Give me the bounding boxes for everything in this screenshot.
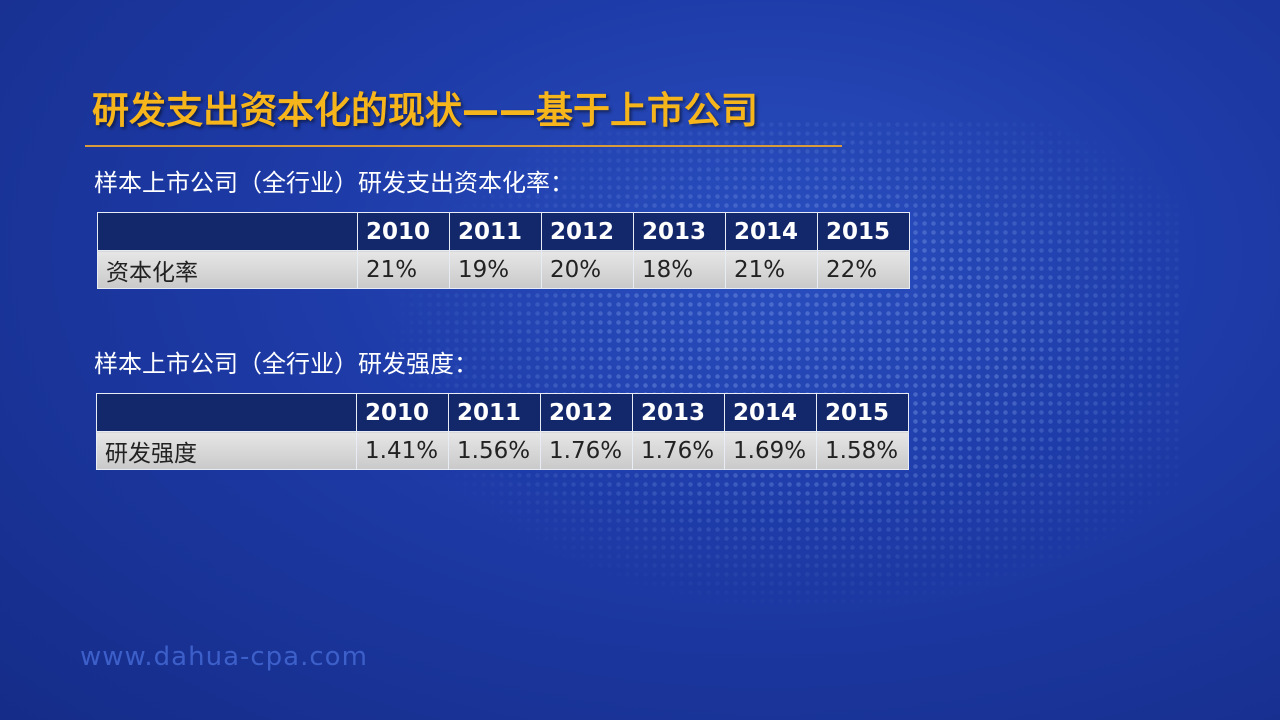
data-cell: 22% xyxy=(817,250,910,289)
header-cell: 2011 xyxy=(449,212,542,251)
header-cell: 2010 xyxy=(356,393,449,432)
world-map-dots xyxy=(380,120,1180,620)
header-cell: 2012 xyxy=(541,212,634,251)
data-cell: 1.56% xyxy=(448,431,541,470)
title-rule xyxy=(85,145,842,147)
data-cell: 1.41% xyxy=(356,431,449,470)
data-row: 研发强度 1.41% 1.56% 1.76% 1.76% 1.69% 1.58% xyxy=(96,431,909,470)
header-cell: 2014 xyxy=(725,212,818,251)
header-corner xyxy=(96,393,357,432)
data-cell: 1.58% xyxy=(816,431,909,470)
row-label: 资本化率 xyxy=(97,250,358,289)
data-cell: 1.76% xyxy=(540,431,633,470)
data-cell: 19% xyxy=(449,250,542,289)
data-cell: 18% xyxy=(633,250,726,289)
slide-title: 研发支出资本化的现状——基于上市公司 xyxy=(92,89,758,132)
header-cell: 2015 xyxy=(816,393,909,432)
row-label: 研发强度 xyxy=(96,431,357,470)
data-table: 2010 2011 2012 2013 2014 2015 资本化率 21% 19% 20% 18%… xyxy=(97,212,910,289)
header-cell: 2014 xyxy=(724,393,817,432)
table-caption: 样本上市公司（全行业）研发强度： xyxy=(94,350,478,378)
header-cell: 2015 xyxy=(817,212,910,251)
data-table: 2010 2011 2012 2013 2014 2015 研发强度 1.41% 1.56% 1.… xyxy=(96,393,909,470)
data-cell: 21% xyxy=(725,250,818,289)
header-row: 2010 2011 2012 2013 2014 2015 xyxy=(96,393,909,432)
data-cell: 20% xyxy=(541,250,634,289)
header-cell: 2011 xyxy=(448,393,541,432)
header-cell: 2013 xyxy=(633,212,726,251)
header-corner xyxy=(97,212,358,251)
header-cell: 2010 xyxy=(357,212,450,251)
header-cell: 2013 xyxy=(632,393,725,432)
header-row: 2010 2011 2012 2013 2014 2015 xyxy=(97,212,910,251)
data-cell: 1.69% xyxy=(724,431,817,470)
data-row: 资本化率 21% 19% 20% 18% 21% 22% xyxy=(97,250,910,289)
data-cell: 1.76% xyxy=(632,431,725,470)
data-cell: 21% xyxy=(357,250,450,289)
header-cell: 2012 xyxy=(540,393,633,432)
footer-url: www.dahua-cpa.com xyxy=(80,642,368,672)
table-caption: 样本上市公司（全行业）研发支出资本化率： xyxy=(94,169,574,197)
